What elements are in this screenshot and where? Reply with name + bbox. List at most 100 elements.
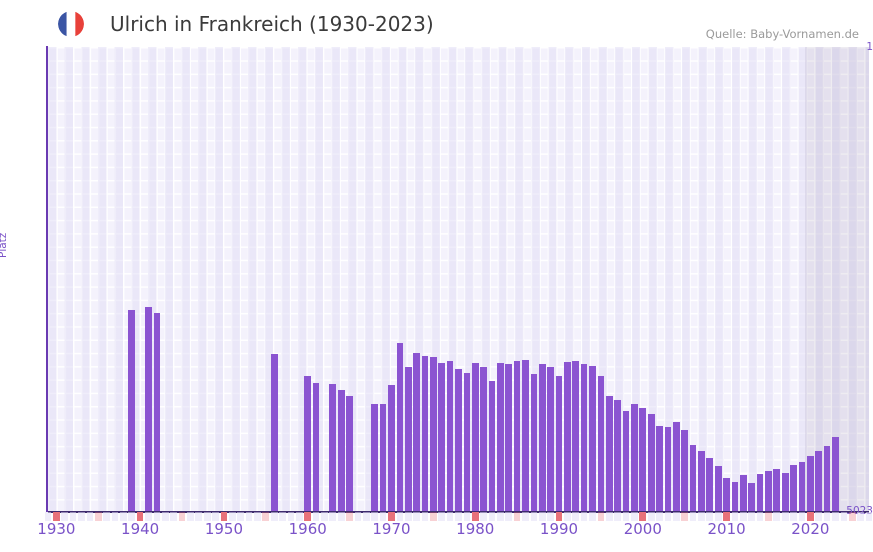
bar-1970[interactable] [388,385,395,511]
tick-marker-1966 [354,512,362,521]
tick-marker-1992 [572,512,580,521]
bar-1975[interactable] [430,356,437,511]
x-tick-label-1990: 1990 [539,520,579,538]
bar-1942[interactable] [153,313,161,511]
tick-marker-1978 [455,512,462,521]
bar-1973[interactable] [413,353,420,511]
bar-1989[interactable] [547,367,554,511]
bar-1968[interactable] [371,403,379,511]
tick-marker-2016 [773,512,781,521]
y-axis-title: Platz [0,232,9,258]
bar-1972[interactable] [404,366,412,511]
bar-2019[interactable] [798,461,806,511]
bar-1965[interactable] [346,395,353,511]
bar-1956[interactable] [270,353,278,511]
bar-1982[interactable] [488,380,496,511]
bar-2001[interactable] [647,414,655,511]
bar-1939[interactable] [128,310,136,511]
tick-marker-1968 [371,512,379,521]
bar-2005[interactable] [681,429,689,511]
bar-1971[interactable] [396,342,404,511]
bar-2010[interactable] [723,477,730,511]
bar-1996[interactable] [605,396,613,511]
bar-1998[interactable] [622,410,630,511]
tick-marker-1989 [547,512,554,521]
bar-1983[interactable] [497,363,504,511]
bar-1984[interactable] [505,363,513,511]
x-tick-label-1950: 1950 [204,520,244,538]
tick-marker-1932 [69,512,77,521]
x-tick-label-1930: 1930 [37,520,76,538]
tick-marker-1945 [178,512,186,521]
bar-1964[interactable] [337,389,345,511]
bar-2016[interactable] [773,468,781,511]
bar-2007[interactable] [698,451,705,511]
bar-1969[interactable] [379,404,387,511]
bar-2008[interactable] [706,458,714,511]
bar-1993[interactable] [580,363,588,511]
bar-1974[interactable] [421,356,429,511]
bar-2021[interactable] [815,451,823,511]
bar-1994[interactable] [589,366,596,511]
tick-marker-2006 [689,512,697,521]
bar-1997[interactable] [614,400,621,511]
bar-2009[interactable] [714,465,722,511]
bar-1981[interactable] [480,367,487,511]
bar-1992[interactable] [572,361,580,511]
x-tick-label-1970: 1970 [372,520,411,538]
tick-marker-1998 [622,512,630,521]
y-tick-label-top: 1 [866,41,873,53]
tick-marker-2018 [790,512,797,521]
bar-1990[interactable] [555,376,563,511]
tick-marker-1931 [61,512,69,521]
tick-marker-2019 [798,512,806,521]
bar-2006[interactable] [689,445,697,511]
tick-marker-2020 [807,512,814,521]
bar-2003[interactable] [664,427,672,511]
bar-1976[interactable] [438,362,446,511]
tick-marker-1987 [530,512,538,521]
bar-1977[interactable] [446,360,454,511]
bar-2002[interactable] [656,426,663,511]
tick-marker-1958 [287,512,295,521]
bar-2023[interactable] [832,436,839,511]
bar-1995[interactable] [597,375,605,511]
bar-2011[interactable] [731,482,739,511]
bar-2012[interactable] [739,474,747,511]
bar-1986[interactable] [522,360,529,511]
bar-1985[interactable] [513,361,521,511]
bar-1988[interactable] [538,364,546,511]
x-tick-label-1960: 1960 [288,520,327,538]
tick-marker-1935 [94,512,102,521]
bar-1961[interactable] [312,383,320,511]
tick-marker-2026 [857,512,864,521]
tick-marker-1951 [228,512,236,521]
tick-marker-1930 [53,512,60,521]
tick-marker-2011 [731,512,739,521]
bar-2013[interactable] [748,482,756,511]
bar-2014[interactable] [756,473,764,511]
bar-1991[interactable] [564,361,571,511]
tick-marker-2003 [664,512,672,521]
bar-1941[interactable] [145,306,152,511]
bar-1980[interactable] [471,362,479,511]
bar-2015[interactable] [765,470,772,511]
bar-2018[interactable] [790,464,797,511]
tick-marker-1995 [597,512,605,521]
bar-1963[interactable] [329,383,337,511]
bar-2017[interactable] [781,472,789,511]
bar-1987[interactable] [530,373,538,511]
bar-1978[interactable] [455,369,462,511]
tick-marker-1949 [212,512,219,521]
tick-marker-1970 [388,512,395,521]
bar-1999[interactable] [631,404,638,511]
bar-2022[interactable] [823,445,831,511]
bar-1960[interactable] [304,376,312,511]
bar-2004[interactable] [672,421,680,511]
tick-marker-2025 [848,512,856,521]
tick-marker-1965 [346,512,353,521]
bar-2000[interactable] [639,408,647,511]
bar-1979[interactable] [463,373,471,511]
x-tick-label-2010: 2010 [707,520,746,538]
bar-2020[interactable] [807,455,814,511]
